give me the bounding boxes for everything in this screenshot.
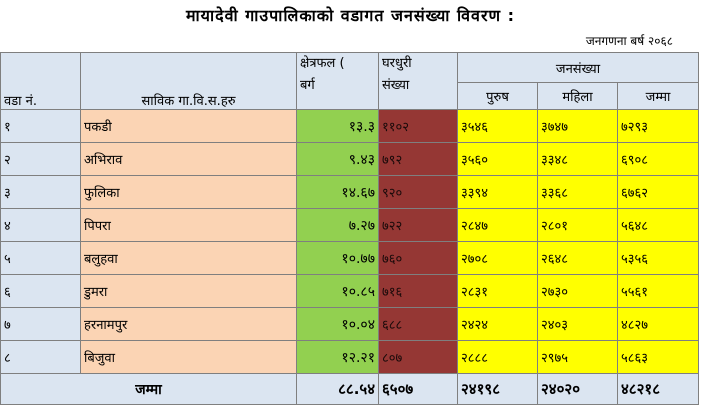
former-vdc-cell: पिपरा — [80, 208, 297, 242]
total-cell: ४८२७ — [616, 307, 700, 341]
ward-no-cell: ७ — [0, 307, 81, 341]
table-row: ५ बलुहवा १०.७७ ७६० २७०८ २६४८ ५३५६ — [0, 241, 700, 275]
female-cell: ३३४८ — [537, 142, 618, 176]
ward-no-cell: ४ — [0, 208, 81, 242]
male-cell: २७०८ — [457, 241, 538, 275]
totals-female: २४०२० — [537, 373, 618, 405]
header-households-line2: संख्या — [382, 78, 410, 93]
households-cell: ७६० — [378, 241, 458, 275]
header-male: पुरुष — [457, 82, 538, 110]
header-households: घरधुरी संख्या — [378, 52, 458, 110]
households-cell: ८०७ — [378, 340, 458, 374]
table-row: ७ हरनामपुर १०.०४ ६८८ २४२४ २४०३ ४८२७ — [0, 307, 700, 341]
households-cell: ७१६ — [378, 274, 458, 308]
census-year-label: जनगणना बर्ष २०६८ — [585, 34, 673, 48]
female-cell: २८०१ — [537, 208, 618, 242]
former-vdc-cell: डुमरा — [80, 274, 297, 308]
total-cell: ५६४८ — [616, 208, 700, 242]
households-cell: ९२० — [378, 175, 458, 209]
totals-area: ८८.५४ — [296, 373, 379, 405]
table-row: ४ पिपरा ७.२७ ७२२ २८४७ २८०१ ५६४८ — [0, 208, 700, 242]
table-row: ३ फुलिका १४.६७ ९२० ३३९४ ३३६८ ६७६२ — [0, 175, 700, 209]
ward-no-cell: २ — [0, 142, 81, 176]
header-former-vdc: साविक गा.वि.स.हरु — [80, 52, 297, 110]
header-area-line2: बर्ग — [300, 78, 315, 93]
header-area-line1: क्षेत्रफल ( — [300, 56, 345, 71]
male-cell: ३३९४ — [457, 175, 538, 209]
former-vdc-cell: हरनामपुर — [80, 307, 297, 341]
page-title: मायादेवी गाउपालिकाको वडागत जनसंख्या विवर… — [185, 6, 516, 25]
total-cell: ५३५६ — [616, 241, 700, 275]
female-cell: २९७५ — [537, 340, 618, 374]
area-cell: १०.०४ — [296, 307, 379, 341]
households-cell: ७२२ — [378, 208, 458, 242]
former-vdc-cell: फुलिका — [80, 175, 297, 209]
header-area: क्षेत्रफल ( बर्ग — [296, 52, 379, 110]
totals-male: २४१९८ — [457, 373, 538, 405]
table-row: १ पकडी १३.३ ११०२ ३५४६ ३७४७ ७२९३ — [0, 109, 700, 143]
totals-total: ४८२१८ — [616, 373, 700, 405]
female-cell: ३३६८ — [537, 175, 618, 209]
female-cell: २४०३ — [537, 307, 618, 341]
male-cell: २४२४ — [457, 307, 538, 341]
area-cell: १२.२१ — [296, 340, 379, 374]
male-cell: ३५४६ — [457, 109, 538, 143]
total-cell: ७२९३ — [616, 109, 700, 143]
table-row: ८ बिजुवा १२.२१ ८०७ २८८८ २९७५ ५८६३ — [0, 340, 700, 374]
total-cell: ५५६१ — [616, 274, 700, 308]
former-vdc-cell: पकडी — [80, 109, 297, 143]
female-cell: ३७४७ — [537, 109, 618, 143]
total-cell: ६९०८ — [616, 142, 700, 176]
area-cell: १०.७७ — [296, 241, 379, 275]
female-cell: २६४८ — [537, 241, 618, 275]
ward-no-cell: ३ — [0, 175, 81, 209]
households-cell: ७९२ — [378, 142, 458, 176]
former-vdc-cell: अभिराव — [80, 142, 297, 176]
table-row: २ अभिराव ९.४३ ७९२ ३५६० ३३४८ ६९०८ — [0, 142, 700, 176]
total-cell: ५८६३ — [616, 340, 700, 374]
area-cell: ९.४३ — [296, 142, 379, 176]
header-total: जम्मा — [616, 82, 700, 110]
male-cell: २८३१ — [457, 274, 538, 308]
ward-no-cell: ६ — [0, 274, 81, 308]
former-vdc-cell: बलुहवा — [80, 241, 297, 275]
female-cell: २७३० — [537, 274, 618, 308]
header-ward-no: वडा नं. — [0, 52, 81, 110]
former-vdc-cell: बिजुवा — [80, 340, 297, 374]
totals-row: जम्मा ८८.५४ ६५०७ २४१९८ २४०२० ४८२१८ — [0, 373, 700, 405]
male-cell: २८४७ — [457, 208, 538, 242]
header-female: महिला — [537, 82, 618, 110]
area-cell: १०.८५ — [296, 274, 379, 308]
table-row: ६ डुमरा १०.८५ ७१६ २८३१ २७३० ५५६१ — [0, 274, 700, 308]
header-row-top: वडा नं. साविक गा.वि.स.हरु क्षेत्रफल ( बर… — [0, 52, 700, 110]
header-row-sub: पुरुष महिला जम्मा — [1, 82, 700, 110]
ward-no-cell: ५ — [0, 241, 81, 275]
total-cell: ६७६२ — [616, 175, 700, 209]
totals-label: जम्मा — [0, 373, 297, 405]
area-cell: ७.२७ — [296, 208, 379, 242]
ward-no-cell: ८ — [0, 340, 81, 374]
header-households-line1: घरधुरी — [382, 56, 412, 71]
header-population: जनसंख्या — [456, 52, 700, 83]
male-cell: २८८८ — [457, 340, 538, 374]
totals-households: ६५०७ — [378, 373, 458, 405]
ward-no-cell: १ — [0, 109, 81, 143]
population-table: वडा नं. साविक गा.वि.स.हरु क्षेत्रफल ( बर… — [0, 52, 700, 405]
male-cell: ३५६० — [457, 142, 538, 176]
households-cell: ६८८ — [378, 307, 458, 341]
area-cell: १४.६७ — [296, 175, 379, 209]
households-cell: ११०२ — [378, 109, 458, 143]
area-cell: १३.३ — [296, 109, 379, 143]
